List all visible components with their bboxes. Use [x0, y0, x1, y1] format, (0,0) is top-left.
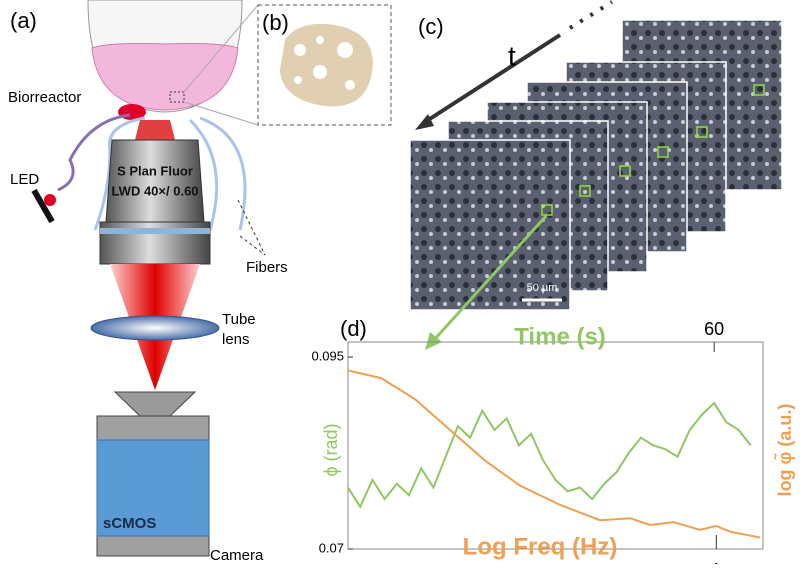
label: Tube — [222, 311, 256, 328]
led-icon — [31, 189, 54, 223]
y-tick-label: 0.095 — [311, 348, 344, 363]
label: LWD 40×/ 0.60 — [111, 183, 198, 198]
panel-label: (b) — [262, 10, 289, 35]
tube-lens — [91, 316, 219, 340]
y2-axis-title: log φ̃ (a.u.) — [773, 404, 795, 497]
figure: (a) Biorreactor LED S Plan Fluor LWD 40×… — [0, 0, 809, 564]
label: 50 µm — [527, 282, 558, 294]
x-axis-title: Time (s) — [514, 323, 606, 350]
zoom-line — [184, 102, 258, 125]
image-stack — [410, 20, 782, 310]
tissue-fragment — [280, 24, 373, 107]
label: LED — [10, 171, 39, 188]
time-dots — [570, 2, 612, 28]
label: t — [508, 40, 516, 71]
led-light — [44, 194, 56, 206]
label: Camera — [210, 547, 264, 564]
bioreactor — [88, 0, 242, 120]
panel-label: (d) — [340, 316, 367, 341]
x-tick-label: 60 — [704, 319, 724, 339]
x2-tick-label: 1 — [711, 560, 721, 564]
plot-frame — [348, 342, 763, 549]
y-axis-title: ϕ (rad) — [321, 423, 341, 476]
series-line — [348, 370, 760, 537]
label: Fibers — [246, 259, 288, 276]
y-tick-label: 0.07 — [319, 540, 344, 555]
label: lens — [222, 331, 250, 348]
panel-label: (c) — [418, 14, 444, 39]
label: sCMOS — [103, 515, 156, 532]
panel-label: (a) — [10, 8, 37, 33]
x2-axis-title: Log Freq (Hz) — [463, 533, 618, 560]
label: S Plan Fluor — [117, 163, 193, 178]
series-line — [348, 403, 751, 507]
label: Biorreactor — [8, 89, 81, 106]
